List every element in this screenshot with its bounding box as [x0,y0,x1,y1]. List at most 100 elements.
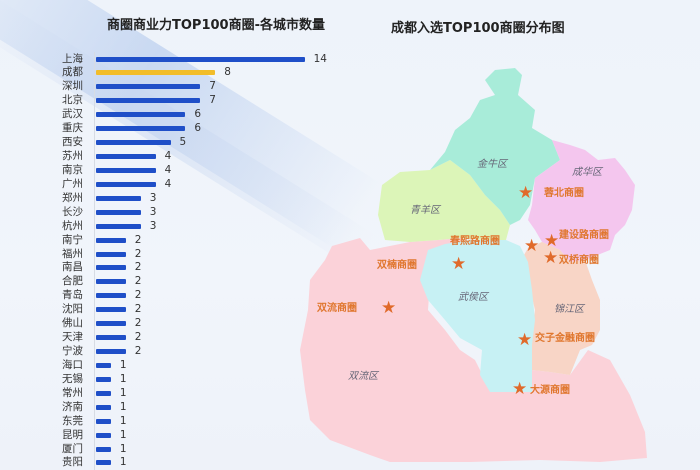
bar [96,460,111,466]
y-axis-line [94,52,95,470]
business-district-label: 春熙路商圈 [450,236,500,247]
bar [96,390,111,396]
bar [96,335,126,341]
category-label: 贵阳 [62,456,83,469]
bar [96,265,126,271]
bar [96,307,126,313]
bar-value-label: 1 [119,358,127,371]
star-icon: ★ [518,183,534,203]
category-label: 重庆 [62,122,83,135]
star-icon: ★ [524,236,540,256]
category-label: 深圳 [62,80,83,93]
star-icon: ★ [381,298,397,318]
bar [96,432,111,438]
category-label: 成都 [62,66,83,79]
bar [96,181,156,187]
category-label: 厦门 [62,442,83,455]
category-label: 济南 [62,400,83,413]
bar-value-label: 2 [134,275,142,288]
category-label: 青岛 [62,289,83,302]
bar-value-label: 2 [134,317,142,330]
bar-value-label: 2 [134,345,142,358]
category-label: 武汉 [62,108,83,121]
star-icon: ★ [544,231,560,251]
category-label: 常州 [62,386,83,399]
bar [96,98,201,104]
category-label: 沈阳 [62,303,83,316]
bar [96,195,141,201]
district-label-wuhou: 武侯区 [458,292,488,303]
bar [96,376,111,382]
category-label: 天津 [62,331,83,344]
business-district-label: 双桥商圈 [559,255,599,266]
bar [96,349,126,355]
bar [96,418,111,424]
business-district-label: 蓉北商圈 [544,188,584,199]
category-label: 昆明 [62,428,83,441]
bar [96,446,111,452]
bar-value-label: 7 [209,80,216,93]
category-label: 广州 [62,177,83,190]
bar-value-label: 3 [149,191,157,204]
bar-value-label: 8 [224,66,231,79]
bar [96,167,156,173]
bar-value-label: 6 [194,122,202,135]
category-label: 西安 [62,136,83,149]
district-label-jinjiang: 锦江区 [554,304,584,315]
category-label: 苏州 [62,150,83,162]
bar-value-label: 2 [134,247,142,260]
bar-value-label: 2 [134,233,142,246]
bar [96,112,186,118]
chart-title: 商圈商业力TOP100商圈-各城市数量 [107,18,325,33]
district-label-qingyang: 青羊区 [410,205,440,216]
bar-value-label: 3 [149,219,157,232]
bar [96,362,111,368]
category-label: 南宁 [62,233,83,246]
star-icon: ★ [543,248,559,268]
bar-value-label: 4 [164,163,172,176]
bar [96,279,126,285]
category-label: 北京 [62,94,83,107]
business-district-label: 双楠商圈 [377,260,417,271]
bar [96,321,126,327]
category-label: 福州 [62,247,83,260]
district-label-chenghua: 成华区 [572,167,602,178]
category-label: 杭州 [62,219,83,232]
bar-value-label: 3 [149,205,157,218]
bar-value-label: 2 [134,261,142,274]
bar-value-label: 1 [119,372,127,385]
category-label: 无锡 [62,372,83,385]
business-district-label: 交子金融商圈 [535,333,595,344]
bar [96,293,126,299]
bar-value-label: 1 [119,400,127,413]
category-label: 佛山 [62,317,83,330]
bar-value-label: 4 [164,177,172,190]
business-district-label: 建设路商圈 [559,230,609,241]
category-label: 南京 [62,163,83,176]
district-label-jinniu: 金牛区 [477,159,507,170]
district-label-shuangliu: 双流区 [348,371,378,382]
chengdu-map-panel: 成都入选TOP100商圈分布图 金牛区 成华区 青羊区 武侯区 锦江区 双流区 … [270,0,700,470]
bar-value-label: 2 [134,303,142,316]
bar-value-label: 1 [119,442,127,455]
category-label: 长沙 [62,205,83,218]
category-label: 郑州 [62,191,83,204]
business-district-label: 双流商圈 [317,303,357,314]
category-label: 东莞 [62,414,83,427]
bar-value-label: 1 [119,414,127,427]
category-label: 上海 [62,52,83,65]
business-district-label: 大源商圈 [530,385,570,396]
bar-value-label: 4 [164,150,172,162]
bar-value-label: 1 [119,428,127,441]
bar [96,126,186,132]
bar-value-label: 6 [194,108,202,121]
bar-value-label: 7 [209,94,216,107]
bar [96,404,111,410]
star-icon: ★ [451,254,467,274]
bar [96,223,141,229]
bar [96,251,126,257]
category-label: 宁波 [62,345,83,358]
bar-value-label: 5 [179,136,187,149]
category-label: 海口 [62,358,83,371]
chengdu-district-map [300,68,647,462]
